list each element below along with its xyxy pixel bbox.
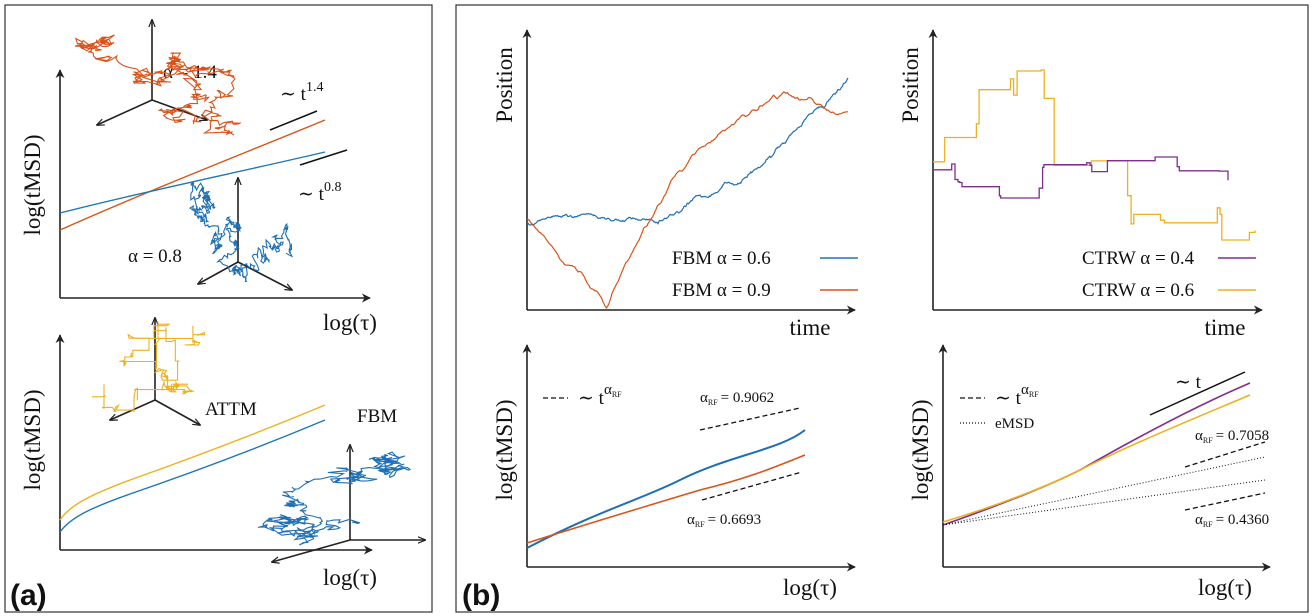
slope-base: ∼ t	[298, 184, 325, 205]
slope-line	[269, 110, 318, 131]
time-series	[933, 156, 1229, 199]
plot-fbm-msd: log(tMSD) log(τ) ∼ tαRF αRF = 0.9062 αRF =…	[492, 344, 856, 600]
fit-symbol: α	[700, 390, 708, 406]
y-label: log(tMSD)	[20, 390, 45, 491]
axes-3d	[110, 318, 200, 425]
curve	[59, 119, 326, 231]
x-label: time	[1205, 315, 1246, 340]
curve	[59, 404, 326, 521]
curve	[526, 454, 806, 544]
x-label: log(τ)	[323, 565, 377, 590]
axes-3d	[198, 178, 292, 290]
panel-label: (b)	[462, 579, 500, 612]
legend-label: FBM α = 0.6	[672, 248, 771, 269]
slope-line	[299, 149, 348, 166]
curve	[942, 394, 1251, 523]
fit-label: αRF = 0.6693	[687, 512, 761, 529]
axes-3d	[272, 445, 425, 562]
fit-line	[701, 471, 803, 501]
fit-line	[1184, 492, 1266, 511]
y-label: log(tMSD)	[492, 400, 517, 501]
time-series	[526, 91, 849, 310]
plot-ctrw: Position time CTRW α = 0.4 CTRW α = 0.6	[898, 29, 1263, 340]
x-label: time	[790, 315, 831, 340]
time-series	[933, 69, 1256, 241]
fit-subscript: RF	[1203, 520, 1213, 529]
trajectory	[257, 451, 412, 546]
legend-label: eMSD	[995, 416, 1034, 432]
slope-exponent: 0.8	[324, 180, 342, 195]
fit-value: = 0.7058	[1216, 428, 1269, 444]
curve	[59, 151, 326, 214]
plot-a-bottom: log(tMSD) log(τ) ATTM FBM	[20, 318, 425, 590]
fit-base: ∼ t	[578, 388, 605, 409]
emsd-line	[942, 456, 1266, 526]
legend-label: FBM α = 0.9	[672, 280, 771, 301]
curve	[59, 419, 326, 533]
fit-line	[1184, 441, 1266, 468]
fit-value: = 0.4360	[1216, 512, 1269, 528]
y-label: log(tMSD)	[20, 135, 45, 236]
fit-exponent: α	[604, 382, 612, 398]
slope-exponent: 1.4	[306, 80, 324, 95]
x-label: log(τ)	[323, 310, 377, 335]
fit-symbol: α	[1195, 512, 1203, 528]
trajectory	[92, 322, 206, 413]
annotation: FBM	[357, 406, 397, 427]
fit-subscript: RF	[612, 390, 622, 399]
fit-symbol: α	[687, 512, 695, 528]
fit-value: = 0.9062	[721, 390, 774, 406]
axes-3d	[97, 20, 207, 125]
fit-subscript: RF	[1203, 436, 1213, 445]
emsd-line	[942, 479, 1266, 526]
fit-line	[699, 407, 801, 431]
y-label: Position	[492, 47, 517, 123]
x-label: log(τ)	[783, 575, 837, 600]
fit-label: αRF = 0.9062	[700, 390, 774, 407]
legend-label: CTRW α = 0.6	[1082, 280, 1194, 301]
x-label: log(τ)	[1198, 575, 1252, 600]
legend-label: ∼ tαRF	[578, 382, 622, 409]
curve	[942, 382, 1251, 526]
fit-label: αRF = 0.4360	[1195, 512, 1269, 529]
slope-label: ∼ t1.4	[280, 80, 323, 105]
fit-symbol: α	[1195, 428, 1203, 444]
slope-base: ∼ t	[280, 84, 307, 105]
plot-ctrw-msd: log(tMSD) log(τ) ∼ tαRF eMSD ∼ t αRF = 0.…	[908, 344, 1271, 600]
panel-frame	[4, 4, 433, 613]
fit-value: = 0.6693	[708, 512, 761, 528]
legend-label: ∼ tαRF	[995, 382, 1039, 409]
fit-base: ∼ t	[995, 388, 1022, 409]
slope-label: ∼ t0.8	[298, 180, 341, 205]
y-label: Position	[898, 47, 923, 123]
legend-label: CTRW α = 0.4	[1082, 248, 1195, 269]
annotation: ATTM	[205, 399, 257, 420]
fit-subscript: RF	[708, 398, 718, 407]
fit-label: αRF = 0.7058	[1195, 428, 1269, 445]
trajectory	[188, 181, 294, 283]
fit-subscript: RF	[1029, 390, 1039, 399]
trajectory	[74, 34, 241, 136]
fit-exponent: α	[1021, 382, 1029, 398]
plot-a-top: log(tMSD) log(τ) ∼ t1.4 ∼ t0.8 α = 1.4 α…	[20, 20, 377, 335]
slope-line	[1149, 371, 1246, 416]
time-series	[526, 77, 849, 226]
curve	[526, 429, 806, 549]
fit-subscript: RF	[695, 520, 705, 529]
annotation: α = 0.8	[128, 246, 182, 267]
panel-frame	[455, 4, 1309, 613]
panel-label: (a)	[10, 579, 47, 612]
y-label: log(tMSD)	[908, 400, 933, 501]
plot-fbm: Position time FBM α = 0.6 FBM α = 0.9	[492, 29, 858, 340]
slope-label: ∼ t	[1175, 372, 1202, 393]
